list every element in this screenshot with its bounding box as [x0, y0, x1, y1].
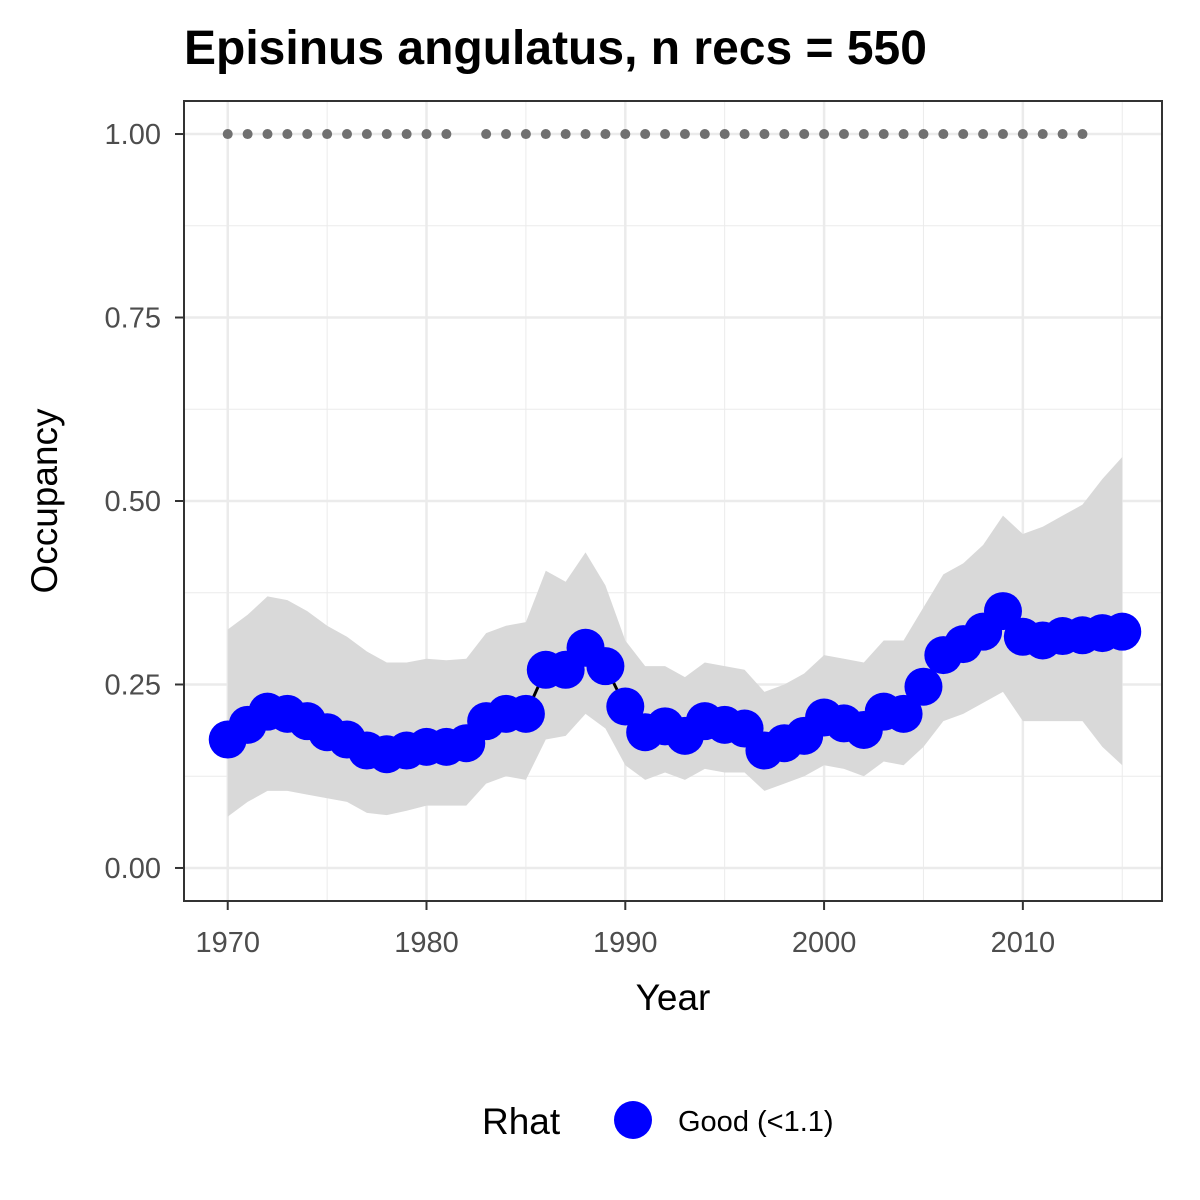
y-tick-label: 1.00 [105, 119, 161, 151]
record-year-dot [560, 129, 571, 140]
x-tick-label: 2000 [792, 927, 857, 959]
y-axis: 0.00 0.25 0.50 0.75 1.00 [105, 119, 184, 885]
x-tick-label: 2010 [991, 927, 1056, 959]
record-year-dot [620, 129, 631, 140]
y-tick-label: 0.75 [105, 303, 161, 335]
x-tick-label: 1970 [195, 927, 260, 959]
legend: Rhat Good (<1.1) [482, 1101, 834, 1142]
y-tick-label: 0.50 [105, 486, 161, 518]
record-year-dot [660, 129, 671, 140]
record-year-dot [799, 129, 810, 140]
record-year-dot [898, 129, 909, 140]
x-axis: 1970 1980 1990 2000 2010 [195, 901, 1055, 959]
record-year-dot [918, 129, 929, 140]
record-year-dot [282, 129, 293, 140]
record-year-dot [302, 129, 313, 140]
record-year-dot [342, 129, 352, 140]
y-axis-title: Occupancy [24, 408, 65, 594]
record-year-dot [679, 129, 690, 140]
record-year-dot [1077, 129, 1088, 140]
occupancy-points-layer [208, 592, 1142, 774]
record-year-dot [838, 129, 849, 140]
record-year-dot [958, 129, 969, 140]
occupancy-point [904, 667, 943, 706]
record-year-dot [779, 129, 790, 140]
record-year-dot [242, 129, 253, 140]
record-year-dot [540, 129, 551, 140]
x-tick-label: 1980 [394, 927, 459, 959]
record-year-dot [640, 129, 651, 140]
record-year-dot [580, 129, 591, 140]
record-year-dot [262, 129, 273, 140]
legend-title: Rhat [482, 1101, 561, 1142]
record-year-dot [819, 129, 830, 140]
x-tick-label: 1990 [593, 927, 658, 959]
record-year-dot [739, 129, 750, 140]
record-year-dot [997, 129, 1008, 140]
occupancy-point [983, 592, 1022, 631]
record-year-dot [1037, 129, 1048, 140]
record-year-dot [441, 129, 452, 140]
occupancy-point [506, 694, 545, 733]
record-year-dot [501, 129, 512, 140]
occupancy-point [884, 694, 923, 733]
record-year-dot [361, 129, 372, 140]
record-year-dot [222, 129, 233, 140]
chart-title: Episinus angulatus, n recs = 550 [184, 22, 927, 75]
record-years-layer [222, 129, 1088, 140]
record-year-dot [401, 129, 412, 140]
x-axis-title: Year [636, 977, 711, 1018]
record-year-dot [322, 129, 333, 140]
legend-label-good: Good (<1.1) [678, 1106, 834, 1138]
legend-key-good [614, 1101, 652, 1139]
y-tick-label: 0.25 [105, 669, 161, 701]
occupancy-point [586, 647, 625, 686]
record-year-dot [858, 129, 869, 140]
record-year-dot [699, 129, 710, 140]
record-year-dot [1057, 129, 1068, 140]
record-year-dot [1017, 129, 1028, 140]
record-year-dot [759, 129, 770, 140]
record-year-dot [381, 129, 392, 140]
record-year-dot [938, 129, 949, 140]
y-tick-label: 0.00 [105, 853, 161, 885]
occupancy-point [606, 687, 645, 726]
record-year-dot [719, 129, 730, 140]
record-year-dot [600, 129, 611, 140]
record-year-dot [978, 129, 989, 140]
record-year-dot [421, 129, 432, 140]
record-year-dot [481, 129, 492, 140]
record-year-dot [878, 129, 889, 140]
occupancy-point [1103, 612, 1142, 651]
record-year-dot [520, 129, 531, 140]
